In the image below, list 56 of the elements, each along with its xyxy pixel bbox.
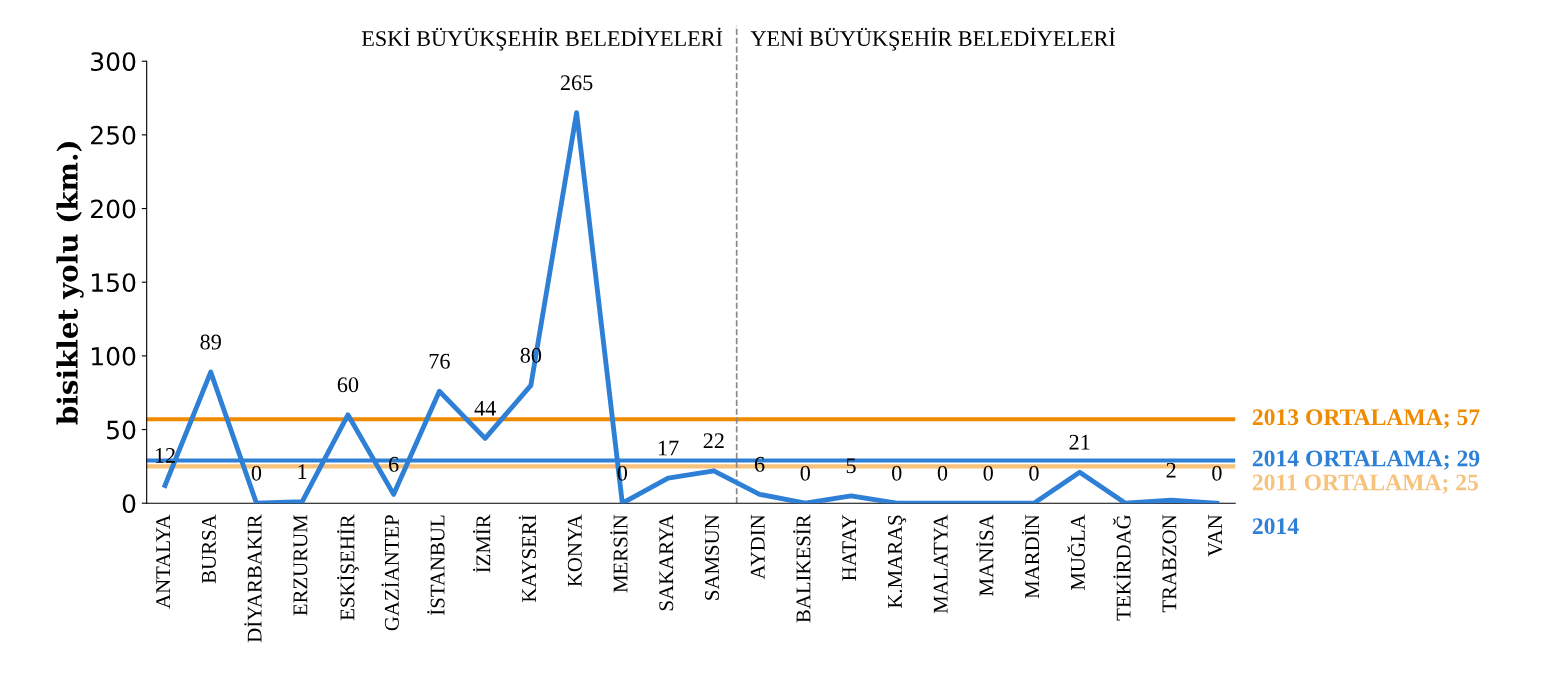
x-tick-label: K.MARAŞ: [887, 515, 907, 609]
x-tick-label: HATAY: [842, 514, 857, 581]
x-tick-label: GAZİANTEP: [381, 515, 399, 631]
y-tick-label: 250: [91, 125, 136, 145]
x-tick-label: ERZURUM: [293, 514, 308, 616]
x-tick-label: SAKARYA: [659, 514, 674, 611]
data-label: 0: [1212, 465, 1222, 481]
y-tick-label: 200: [91, 199, 136, 219]
y-axis-title: bisiklet yolu (km.): [56, 141, 84, 425]
x-tick-label: BALIKESİR: [793, 514, 811, 623]
x-tick-label: TRABZON: [1162, 514, 1177, 613]
x-tick-label: KAYSERİ: [518, 515, 537, 603]
data-label: 2: [1166, 462, 1176, 478]
data-label: 0: [892, 465, 902, 481]
data-label: 5: [846, 458, 856, 474]
data-label: 76: [429, 353, 450, 369]
data-label: 0: [937, 465, 948, 481]
data-label: 60: [337, 377, 359, 393]
ref-line-label: 2011 ORTALAMA; 25: [1252, 474, 1478, 494]
data-label: 17: [658, 440, 679, 456]
x-tick-label: SAMSUN: [705, 514, 720, 600]
x-tick-label: MANİSA: [976, 514, 994, 596]
y-tick-label: 100: [91, 346, 136, 366]
x-tick-label: MALATYA: [933, 514, 948, 614]
x-tick-label: MARDİN: [1021, 514, 1040, 599]
x-tick-label: TEKİRDAĞ: [1112, 514, 1131, 621]
x-tick-label: VAN: [1208, 514, 1223, 557]
x-tick-label: DİYARBAKIR: [244, 514, 262, 643]
x-tick-label: MUĞLA: [1067, 514, 1085, 591]
x-tick-label: MERSİN: [610, 514, 628, 593]
data-label: 22: [703, 433, 724, 448]
ref-line-label: 2014 ORTALAMA; 29: [1252, 450, 1480, 470]
data-label: 0: [800, 465, 810, 481]
text: YENİ BÜYÜKŞEHİR BELEDİYELERİ: [750, 27, 1115, 51]
y-tick-label: 0: [122, 494, 136, 514]
data-label: 0: [251, 465, 262, 481]
data-label: 1: [298, 464, 307, 479]
data-label: 44: [474, 400, 496, 416]
x-tick-label: KONYA: [567, 514, 582, 587]
data-label: 0: [983, 465, 993, 481]
y-tick-label: 300: [91, 52, 136, 72]
x-tick-label: ANTALYA: [156, 514, 170, 609]
data-label: 265: [560, 75, 593, 91]
data-label: 89: [200, 334, 221, 350]
x-tick-label: AYDIN: [750, 514, 765, 580]
text: ESKİ BÜYÜKŞEHİR BELEDİYELERİ: [361, 27, 723, 51]
x-tick-label: İZMİR: [473, 514, 491, 573]
ref-line-label: 2013 ORTALAMA; 57: [1252, 409, 1480, 429]
y-tick-label: 150: [91, 273, 136, 293]
y-tick-label: 50: [107, 420, 136, 440]
data-label: 21: [1069, 434, 1090, 450]
series-label: 2014: [1252, 518, 1299, 535]
x-tick-label: İSTANBUL: [427, 515, 445, 615]
x-tick-label: ESKİŞEHİR: [337, 514, 359, 621]
data-label: 0: [1029, 465, 1039, 481]
x-tick-label: BURSA: [201, 514, 216, 584]
